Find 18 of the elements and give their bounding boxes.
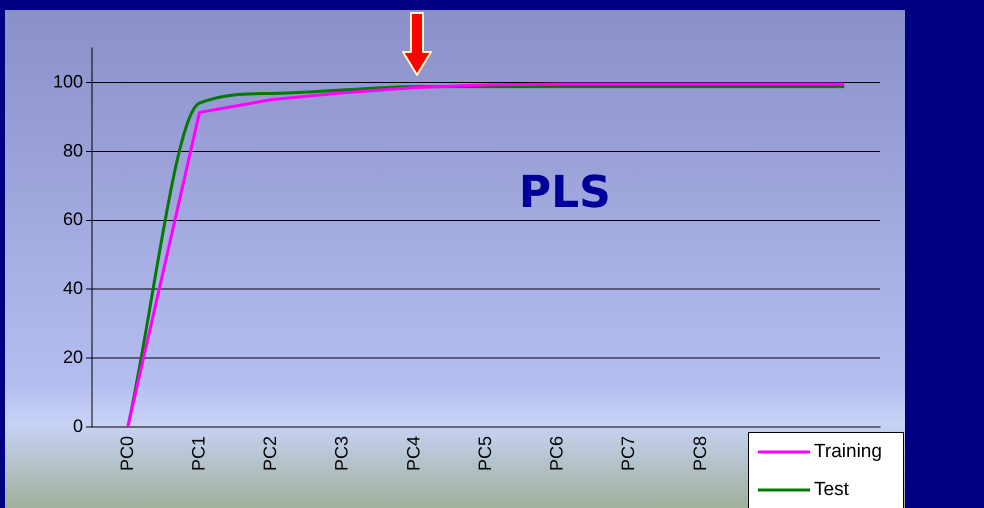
y-tick-label: 100 (52, 71, 83, 92)
y-tick-label: 0 (72, 416, 83, 436)
legend-label: Training (814, 441, 882, 462)
x-tick-label: PC1 (188, 436, 208, 472)
x-tick-label: PC4 (403, 436, 424, 472)
y-tick-label: 40 (62, 278, 83, 298)
x-tick-label: PC2 (260, 436, 280, 472)
x-tick-label: PC8 (690, 436, 710, 472)
y-tick-label: 80 (62, 140, 83, 160)
legend-label: Test (814, 479, 850, 500)
x-tick-label: PC0 (116, 436, 137, 472)
x-tick-label: PC6 (546, 436, 567, 472)
y-tick-label: 20 (62, 347, 83, 368)
y-tick-label: 60 (62, 209, 83, 230)
annotation: PLS (518, 167, 611, 218)
x-tick-label: PC3 (332, 436, 352, 472)
x-tick-label: PC7 (618, 436, 638, 472)
x-tick-label: PC5 (474, 436, 495, 472)
